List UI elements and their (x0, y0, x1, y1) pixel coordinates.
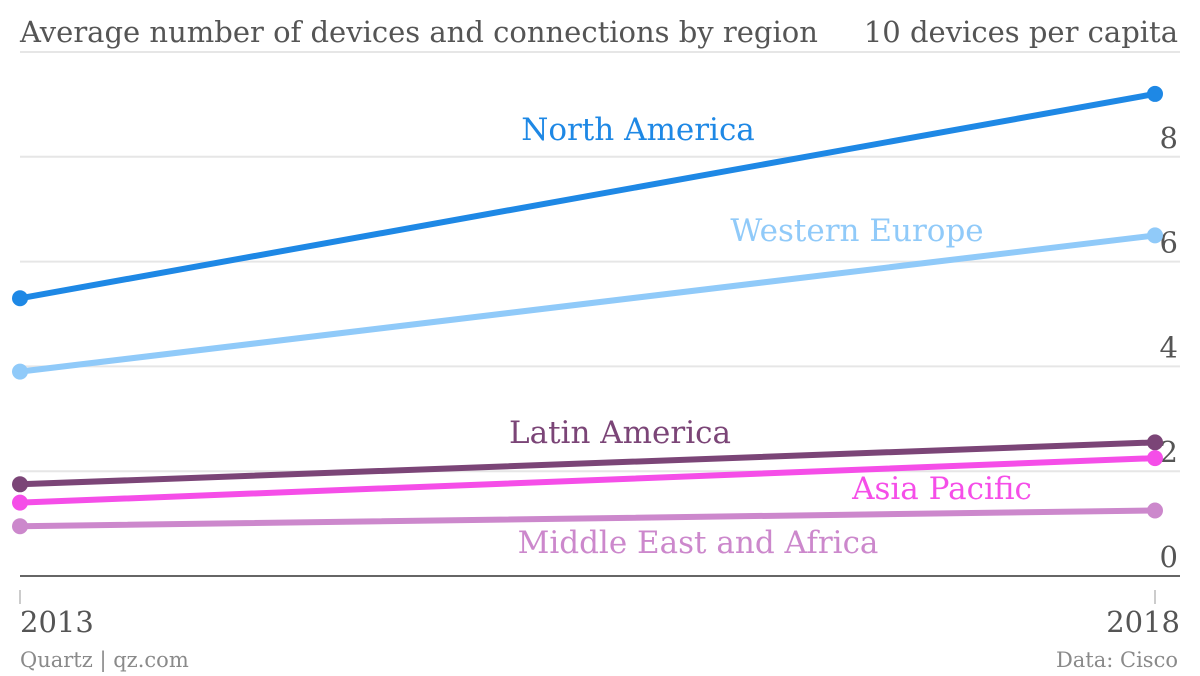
x-axis: 2013 2018 (19, 575, 1180, 639)
series-label: Latin America (509, 415, 731, 451)
x-tick-label: 2018 (1106, 605, 1180, 639)
data-point (12, 476, 28, 493)
y-tick-label: 2 (1160, 435, 1178, 469)
series-line (17, 232, 1158, 375)
data-point (1147, 434, 1163, 451)
x-tick-label: 2013 (20, 605, 94, 639)
y-tick-label: 0 (1160, 540, 1178, 574)
data-point (12, 518, 28, 535)
y-tick-label: 8 (1160, 121, 1178, 155)
unit-note: 10 devices per capita (864, 15, 1178, 49)
series-line (17, 90, 1158, 302)
chart-title: Average number of devices and connection… (19, 15, 818, 49)
series-label: North America (521, 112, 755, 148)
data-point (1147, 502, 1163, 519)
series-label: Middle East and Africa (518, 525, 879, 561)
series-line (17, 507, 1158, 530)
series-line (17, 439, 1158, 488)
data-point (12, 363, 28, 380)
data-point (1147, 227, 1163, 244)
series-labels: North America Western Europe Latin America… (509, 112, 1032, 561)
data-point (1147, 450, 1163, 467)
source-right: Data: Cisco (1056, 648, 1178, 672)
y-tick-label: 4 (1160, 330, 1178, 364)
series-label: Western Europe (730, 213, 983, 249)
data-point (12, 494, 28, 511)
data-point (1147, 85, 1163, 102)
series-label: Asia Pacific (851, 471, 1032, 507)
data-point (12, 290, 28, 307)
series-line (17, 455, 1158, 506)
y-axis-ticks: 0 2 4 6 8 (1160, 121, 1178, 574)
y-tick-label: 6 (1160, 226, 1178, 260)
source-left: Quartz | qz.com (20, 648, 189, 673)
series-lines (12, 85, 1163, 535)
